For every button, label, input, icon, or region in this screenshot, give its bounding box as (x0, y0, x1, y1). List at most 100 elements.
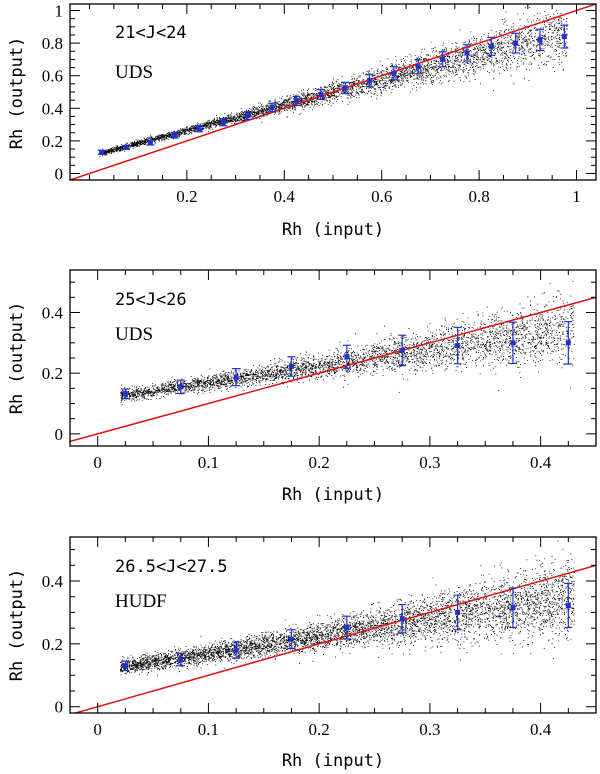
scatter-dot (450, 48, 452, 50)
scatter-dot (458, 67, 460, 69)
scatter-dot (435, 50, 437, 52)
scatter-dot (409, 91, 411, 93)
scatter-dot (117, 148, 118, 149)
scatter-dot (404, 65, 406, 67)
scatter-dot (550, 23, 552, 25)
scatter-dot (426, 64, 428, 66)
scatter-dot (279, 112, 281, 114)
scatter-dot (561, 42, 563, 44)
scatter-dot (146, 137, 148, 139)
scatter-dot (449, 66, 451, 67)
scatter-dot (564, 306, 566, 308)
scatter-dot (433, 80, 434, 82)
scatter-dot (483, 59, 485, 61)
scatter-dot (445, 59, 447, 61)
scatter-dot (467, 56, 469, 58)
scatter-dot (560, 42, 561, 44)
scatter-dot (203, 125, 205, 126)
scatter-dot (329, 100, 331, 102)
scatter-dot (534, 52, 536, 53)
scatter-dot (327, 86, 329, 88)
scatter-dot (547, 39, 549, 40)
scatter-dot (486, 58, 488, 60)
scatter-dot (545, 322, 546, 324)
scatter-dot (463, 49, 465, 51)
scatter-dot (543, 35, 545, 37)
scatter-dot (102, 148, 104, 150)
scatter-dot (360, 87, 361, 88)
scatter-dot (285, 105, 286, 107)
scatter-dot (526, 328, 528, 330)
scatter-dot (496, 63, 498, 64)
scatter-dot (421, 66, 422, 67)
scatter-dot (333, 78, 334, 80)
scatter-dot (414, 69, 416, 70)
scatter-dot (158, 137, 160, 139)
scatter-dot (350, 97, 352, 99)
scatter-dot (303, 93, 304, 95)
scatter-dot (443, 346, 445, 348)
scatter-dot (308, 102, 310, 103)
scatter-dot (214, 118, 215, 120)
scatter-dot (281, 111, 283, 113)
scatter-dot (327, 104, 329, 105)
scatter-dot (496, 57, 497, 59)
scatter-dot (251, 113, 253, 114)
scatter-dot (157, 137, 159, 138)
scatter-dot (331, 84, 333, 86)
scatter-dot (105, 151, 107, 152)
scatter-dot (146, 138, 148, 140)
scatter-dot (217, 120, 218, 122)
scatter-dot (402, 72, 404, 74)
scatter-dot (256, 111, 258, 113)
scatter-dot (413, 69, 414, 70)
scatter-dot (382, 349, 384, 351)
scatter-dot (546, 325, 548, 327)
scatter-dot (525, 40, 527, 41)
scatter-dot (333, 93, 335, 94)
scatter-dot (252, 109, 254, 111)
scatter-dot (468, 41, 470, 43)
scatter-dot (183, 130, 185, 132)
scatter-dot (499, 32, 501, 34)
scatter-dot (472, 55, 474, 57)
scatter-dot (206, 128, 207, 130)
scatter-dot (413, 72, 415, 74)
scatter-dot (390, 81, 391, 83)
scatter-dot (192, 127, 194, 129)
scatter-dot (132, 145, 134, 146)
scatter-dot (356, 92, 358, 93)
scatter-dot (333, 82, 335, 84)
scatter-dot (522, 52, 524, 54)
scatter-dot (422, 78, 424, 80)
scatter-dot (392, 63, 393, 65)
scatter-dot (527, 44, 529, 46)
scatter-dot (336, 81, 338, 83)
scatter-dot (356, 93, 358, 94)
scatter-dot (163, 140, 165, 142)
scatter-dot (233, 119, 235, 121)
scatter-dot (257, 110, 259, 112)
scatter-dot (536, 49, 538, 51)
scatter-dot (359, 91, 361, 92)
scatter-dot (466, 77, 468, 79)
scatter-dot (403, 75, 405, 77)
scatter-dot (379, 72, 381, 74)
scatter-dot (372, 80, 374, 82)
scatter-dot (445, 47, 447, 49)
scatter-dot (130, 141, 132, 143)
scatter-dot (472, 63, 473, 64)
scatter-dot (351, 90, 353, 91)
scatter-dot (556, 32, 558, 33)
scatter-dot (515, 350, 516, 352)
scatter-dot (398, 64, 400, 65)
scatter-dot (309, 97, 311, 99)
scatter-dot (460, 51, 462, 53)
scatter-dot (251, 110, 253, 112)
scatter-dot (218, 382, 220, 384)
scatter-dot (394, 76, 396, 78)
scatter-dot (357, 86, 359, 88)
scatter-dot (256, 113, 258, 115)
scatter-dot (156, 138, 158, 140)
scatter-dot (411, 73, 413, 75)
